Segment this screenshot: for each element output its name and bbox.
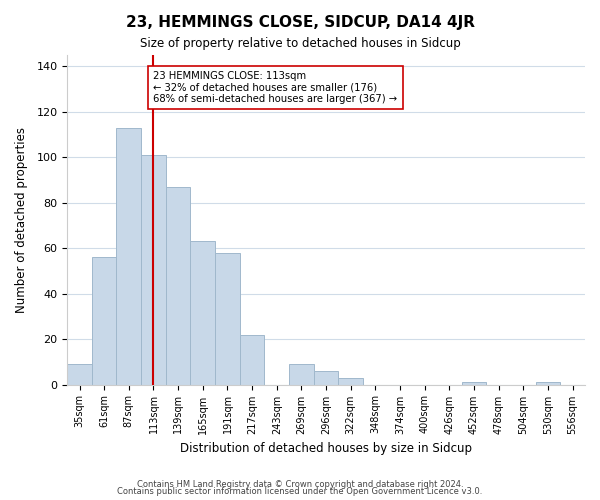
- Text: 23 HEMMINGS CLOSE: 113sqm
← 32% of detached houses are smaller (176)
68% of semi: 23 HEMMINGS CLOSE: 113sqm ← 32% of detac…: [154, 71, 398, 104]
- Bar: [116, 128, 141, 384]
- Bar: [462, 382, 487, 384]
- Text: Contains HM Land Registry data © Crown copyright and database right 2024.: Contains HM Land Registry data © Crown c…: [137, 480, 463, 489]
- Bar: [166, 187, 190, 384]
- Bar: [338, 378, 363, 384]
- Y-axis label: Number of detached properties: Number of detached properties: [15, 127, 28, 313]
- Text: 23, HEMMINGS CLOSE, SIDCUP, DA14 4JR: 23, HEMMINGS CLOSE, SIDCUP, DA14 4JR: [125, 15, 475, 30]
- Bar: [240, 334, 265, 384]
- Bar: [190, 242, 215, 384]
- Bar: [67, 364, 92, 384]
- X-axis label: Distribution of detached houses by size in Sidcup: Distribution of detached houses by size …: [180, 442, 472, 455]
- Bar: [289, 364, 314, 384]
- Text: Size of property relative to detached houses in Sidcup: Size of property relative to detached ho…: [140, 38, 460, 51]
- Bar: [536, 382, 560, 384]
- Bar: [92, 258, 116, 384]
- Bar: [141, 155, 166, 384]
- Bar: [314, 371, 338, 384]
- Text: Contains public sector information licensed under the Open Government Licence v3: Contains public sector information licen…: [118, 488, 482, 496]
- Bar: [215, 252, 240, 384]
